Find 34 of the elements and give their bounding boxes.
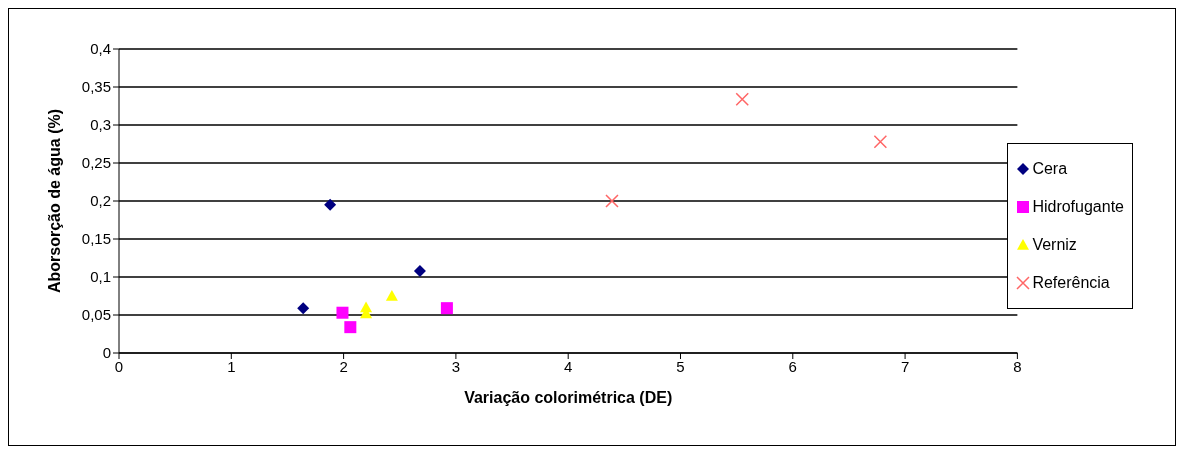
- x-tick-label: 3: [451, 357, 461, 375]
- y-tick-label: 0,25: [81, 154, 111, 172]
- x-tick-label: 2: [339, 357, 348, 375]
- point: [324, 198, 337, 211]
- legend-label: Cera: [1032, 159, 1068, 179]
- x-tick-label: 8: [1013, 357, 1022, 375]
- legend-label: Hidrofugante: [1032, 197, 1124, 217]
- point: [735, 92, 749, 106]
- y-tick-label: 0: [102, 344, 111, 362]
- y-tick-label: 0,2: [90, 192, 111, 210]
- point: [440, 302, 453, 315]
- x-axis-title: Variação colorimétrica (DE): [464, 389, 673, 406]
- x-tick-label: 1: [227, 357, 236, 375]
- point: [344, 321, 357, 334]
- y-axis-title: Aborsorção de água (%): [45, 108, 63, 294]
- x-tick-label: 4: [564, 357, 573, 375]
- point: [336, 306, 349, 319]
- point: [413, 264, 426, 277]
- y-tick-label: 0,15: [81, 230, 111, 248]
- y-tick-label: 0,35: [81, 78, 111, 96]
- point: [385, 290, 398, 301]
- y-tick-label: 0,05: [81, 306, 111, 324]
- legend-label: Referência: [1032, 273, 1110, 293]
- x-tick-label: 6: [788, 357, 797, 375]
- point: [873, 134, 888, 149]
- legend-label: Verniz: [1032, 235, 1077, 255]
- point: [605, 194, 619, 208]
- y-tick-label: 0,4: [90, 40, 111, 58]
- x-tick-label: 0: [114, 357, 124, 375]
- point: [297, 302, 310, 315]
- y-tick-label: 0,1: [90, 268, 111, 286]
- y-tick-label: 0,3: [90, 116, 111, 134]
- x-tick-label: 7: [900, 357, 910, 375]
- x-tick-label: 5: [676, 357, 685, 375]
